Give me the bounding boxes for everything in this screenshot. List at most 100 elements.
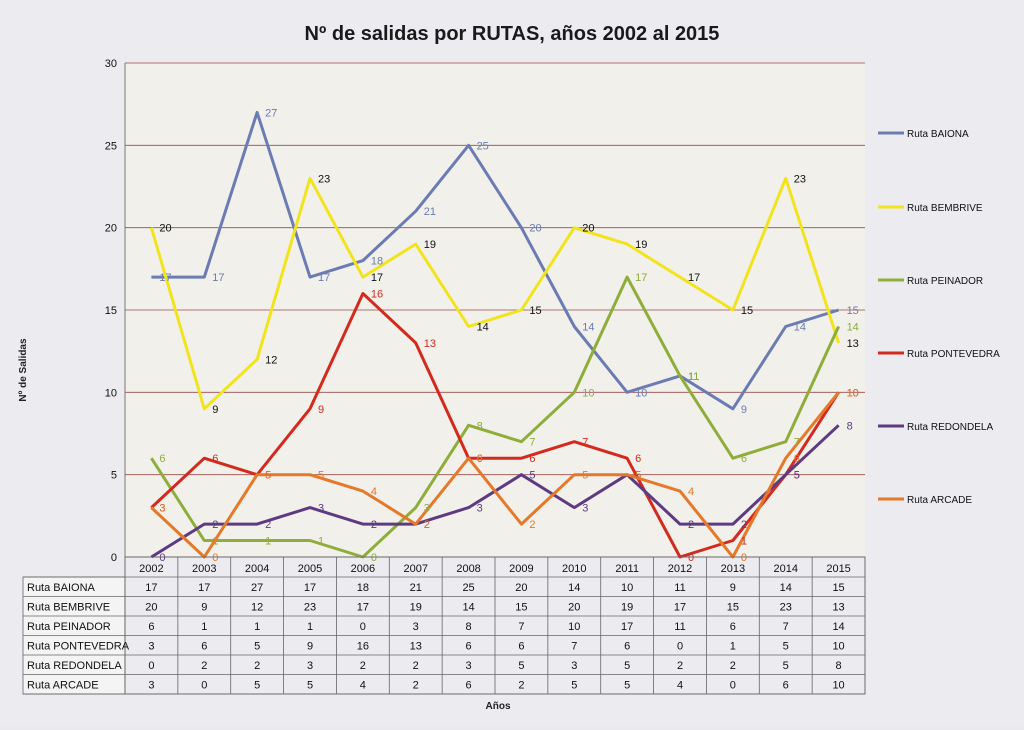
table-cell: 10	[832, 641, 844, 653]
table-cell: 7	[518, 621, 524, 633]
x-tick-label: 2014	[773, 563, 797, 575]
table-cell: 0	[148, 660, 154, 672]
data-label: 0	[159, 552, 165, 564]
table-cell: 2	[360, 660, 366, 672]
table-cell: 0	[730, 680, 736, 692]
data-label: 19	[424, 239, 436, 251]
table-cell: 23	[780, 602, 792, 614]
table-cell: 10	[621, 582, 633, 594]
data-label: 7	[794, 437, 800, 449]
data-label: 7	[582, 437, 588, 449]
data-label: 13	[847, 338, 859, 350]
data-label: 2	[688, 519, 694, 531]
x-tick-label: 2002	[139, 563, 163, 575]
table-cell: 6	[466, 680, 472, 692]
table-cell: 1	[730, 641, 736, 653]
data-label: 10	[582, 387, 594, 399]
table-cell: 8	[466, 621, 472, 633]
y-tick-label: 10	[105, 387, 117, 399]
table-cell: 10	[832, 680, 844, 692]
data-label: 2	[371, 519, 377, 531]
table-cell: 8	[836, 660, 842, 672]
table-cell: 3	[307, 660, 313, 672]
table-cell: 5	[783, 641, 789, 653]
series-lines	[149, 110, 841, 559]
data-label: 10	[847, 387, 859, 399]
table-cell: 25	[462, 582, 474, 594]
data-label: 18	[371, 256, 383, 268]
x-tick-label: 2009	[509, 563, 533, 575]
table-cell: 4	[360, 680, 366, 692]
data-label: 13	[424, 338, 436, 350]
data-label: 6	[529, 453, 535, 465]
table-row-label: Ruta PONTEVEDRA	[27, 641, 130, 653]
table-cell: 19	[410, 602, 422, 614]
table-cell: 2	[254, 660, 260, 672]
data-label: 6	[635, 453, 641, 465]
x-tick-label: 2008	[456, 563, 480, 575]
data-label: 17	[318, 272, 330, 284]
table-cell: 15	[727, 602, 739, 614]
table-cell: 17	[674, 602, 686, 614]
data-label: 2	[424, 519, 430, 531]
data-label: 0	[371, 552, 377, 564]
table-cell: 13	[832, 602, 844, 614]
data-label: 14	[794, 321, 806, 333]
data-label: 3	[159, 503, 165, 515]
data-label: 0	[212, 552, 218, 564]
table-cell: 2	[677, 660, 683, 672]
table-cell: 7	[571, 641, 577, 653]
table-cell: 1	[254, 621, 260, 633]
table-cell: 6	[201, 641, 207, 653]
table-cell: 14	[568, 582, 580, 594]
series-line	[149, 176, 841, 411]
legend-entry: Ruta PEINADOR	[907, 276, 983, 287]
table-cell: 3	[148, 641, 154, 653]
table-cell: 20	[568, 602, 580, 614]
data-label: 17	[212, 272, 224, 284]
table-cell: 3	[466, 660, 472, 672]
legend-entry: Ruta BEMBRIVE	[907, 203, 983, 214]
data-label: 14	[847, 321, 859, 333]
data-label: 25	[477, 140, 489, 152]
data-label: 1	[318, 536, 324, 548]
data-label: 5	[265, 470, 271, 482]
data-label: 8	[477, 420, 483, 432]
data-label: 6	[794, 453, 800, 465]
y-tick-label: 0	[111, 552, 117, 564]
table-cell: 1	[201, 621, 207, 633]
table-cell: 1	[307, 621, 313, 633]
table-cell: 2	[413, 660, 419, 672]
table-cell: 14	[462, 602, 474, 614]
data-label: 9	[212, 404, 218, 416]
legend: Ruta BAIONA Ruta BEMBRIVE Ruta PEINADOR Rut…	[878, 129, 1000, 506]
data-label: 1	[265, 536, 271, 548]
table-cell: 20	[145, 602, 157, 614]
table-cell: 9	[201, 602, 207, 614]
data-label: 23	[318, 173, 330, 185]
data-label: 5	[794, 470, 800, 482]
data-label: 9	[318, 404, 324, 416]
x-tick-label: 2004	[245, 563, 269, 575]
series-line	[151, 110, 840, 411]
table-row-label: Ruta BEMBRIVE	[27, 602, 110, 614]
data-label: 27	[265, 107, 277, 119]
data-label: 7	[529, 437, 535, 449]
data-label: 5	[265, 470, 271, 482]
table-row-label: Ruta PEINADOR	[27, 621, 111, 633]
table-cell: 11	[674, 582, 685, 594]
data-label: 17	[635, 272, 647, 284]
table-cell: 0	[360, 621, 366, 633]
table-cell: 3	[571, 660, 577, 672]
table-row-label: Ruta ARCADE	[27, 680, 99, 692]
table-cell: 5	[624, 680, 630, 692]
table-cell: 16	[357, 641, 369, 653]
table-cell: 2	[413, 680, 419, 692]
data-label: 3	[477, 503, 483, 515]
data-label: 20	[159, 223, 171, 235]
table-cell: 9	[307, 641, 313, 653]
table-cell: 5	[518, 660, 524, 672]
table-cell: 23	[304, 602, 316, 614]
data-label: 3	[159, 503, 165, 515]
data-label: 5	[635, 470, 641, 482]
